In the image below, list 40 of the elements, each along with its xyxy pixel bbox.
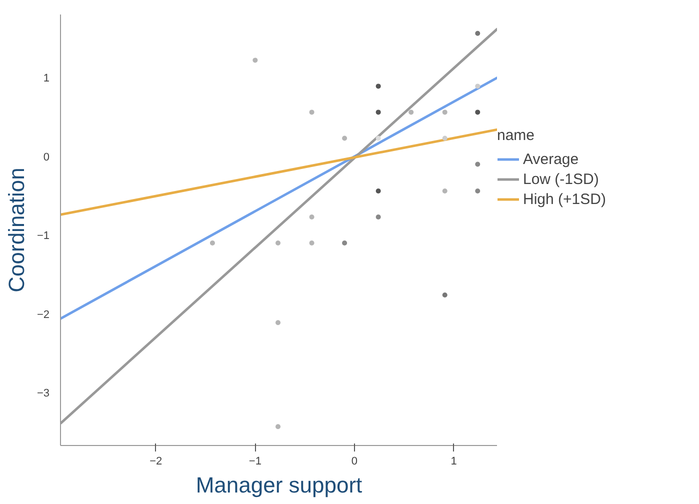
y-tick-label: −1 <box>36 230 50 242</box>
x-tick-label: 1 <box>450 456 457 468</box>
point <box>408 110 414 115</box>
point <box>376 110 381 115</box>
point <box>376 136 381 141</box>
point <box>342 136 348 141</box>
point <box>252 58 258 63</box>
point <box>309 110 314 115</box>
point <box>276 320 281 326</box>
point <box>475 110 480 115</box>
x-tick-label: 0 <box>351 456 358 468</box>
point <box>276 424 281 430</box>
point <box>475 188 480 194</box>
point <box>442 136 448 141</box>
point <box>442 292 448 298</box>
legend-label: High (+1SD) <box>523 190 606 208</box>
point <box>475 84 480 89</box>
point <box>210 240 215 246</box>
y-tick-label: −3 <box>36 388 50 400</box>
legend-label: Average <box>523 150 579 168</box>
point <box>376 84 381 89</box>
point <box>376 214 381 220</box>
point <box>309 240 314 246</box>
legend-label: Low (-1SD) <box>523 170 599 188</box>
x-tick-label: −2 <box>150 456 162 468</box>
point <box>376 188 381 194</box>
point <box>475 30 480 36</box>
legend-title: name <box>497 127 536 144</box>
point <box>442 110 448 115</box>
y-tick-label: 1 <box>43 72 50 85</box>
point <box>309 214 314 220</box>
point <box>475 162 480 167</box>
y-axis-title: Coordination <box>4 168 29 292</box>
point <box>342 240 348 246</box>
x-tick-label: −1 <box>248 456 262 468</box>
point <box>442 188 448 194</box>
x-axis-title: Manager support <box>196 472 362 498</box>
point <box>276 240 281 246</box>
y-tick-label: −2 <box>36 308 50 321</box>
y-tick-label: 0 <box>43 151 50 164</box>
